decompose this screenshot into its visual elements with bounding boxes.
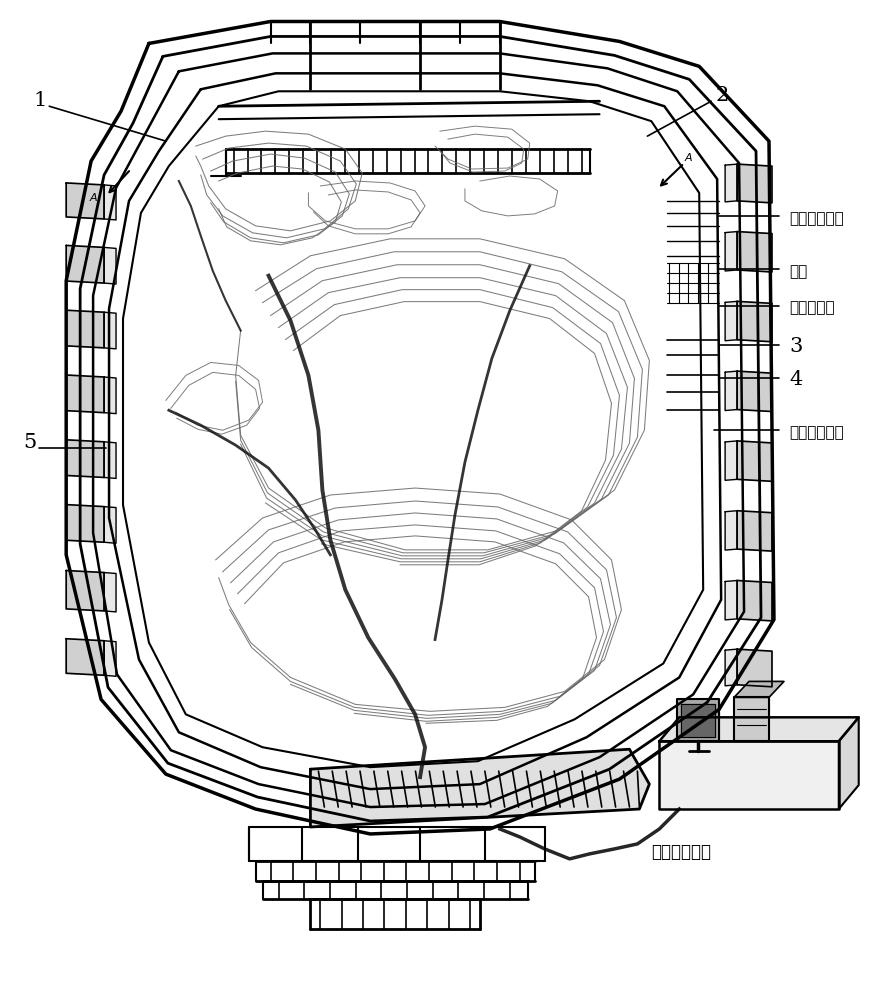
Text: 水泥砂浆抄面: 水泥砂浆抄面 bbox=[789, 211, 844, 226]
Text: 预制混凝土板: 预制混凝土板 bbox=[789, 425, 844, 440]
Text: 2: 2 bbox=[715, 86, 729, 105]
Polygon shape bbox=[737, 301, 772, 342]
Text: 砖坢: 砖坢 bbox=[789, 264, 807, 279]
Polygon shape bbox=[725, 301, 737, 341]
Polygon shape bbox=[104, 442, 116, 478]
Polygon shape bbox=[737, 580, 772, 621]
Polygon shape bbox=[66, 245, 104, 283]
Polygon shape bbox=[737, 232, 772, 272]
Polygon shape bbox=[104, 641, 116, 676]
Polygon shape bbox=[104, 377, 116, 414]
Polygon shape bbox=[734, 697, 769, 741]
Polygon shape bbox=[659, 717, 859, 741]
Polygon shape bbox=[310, 749, 650, 827]
Text: 数据处理终端: 数据处理终端 bbox=[651, 843, 711, 861]
Polygon shape bbox=[104, 185, 116, 220]
Polygon shape bbox=[725, 511, 737, 550]
Polygon shape bbox=[737, 371, 772, 412]
Polygon shape bbox=[725, 649, 737, 686]
Polygon shape bbox=[677, 699, 719, 741]
Polygon shape bbox=[104, 573, 116, 612]
Text: 5: 5 bbox=[23, 433, 37, 452]
Polygon shape bbox=[838, 717, 859, 809]
Text: A: A bbox=[684, 153, 692, 163]
Polygon shape bbox=[725, 371, 737, 411]
Text: 3: 3 bbox=[789, 337, 802, 356]
Text: 1: 1 bbox=[33, 91, 46, 110]
Polygon shape bbox=[104, 507, 116, 543]
Polygon shape bbox=[66, 505, 104, 542]
Polygon shape bbox=[659, 741, 838, 809]
Polygon shape bbox=[734, 681, 784, 697]
Polygon shape bbox=[104, 312, 116, 349]
Polygon shape bbox=[737, 441, 772, 481]
Text: 4: 4 bbox=[789, 370, 802, 389]
Polygon shape bbox=[737, 511, 772, 551]
Polygon shape bbox=[737, 649, 772, 687]
Polygon shape bbox=[104, 247, 116, 284]
Text: 不锈锂栏杆: 不锈锂栏杆 bbox=[789, 301, 835, 316]
Polygon shape bbox=[725, 232, 737, 271]
Text: A: A bbox=[89, 193, 97, 203]
Polygon shape bbox=[66, 183, 104, 219]
Polygon shape bbox=[66, 639, 104, 675]
Polygon shape bbox=[66, 571, 104, 611]
Polygon shape bbox=[682, 704, 715, 737]
Polygon shape bbox=[725, 441, 737, 480]
Polygon shape bbox=[66, 310, 104, 348]
Polygon shape bbox=[737, 164, 772, 203]
Polygon shape bbox=[725, 164, 737, 202]
Polygon shape bbox=[66, 375, 104, 413]
Polygon shape bbox=[725, 580, 737, 620]
Polygon shape bbox=[66, 440, 104, 477]
